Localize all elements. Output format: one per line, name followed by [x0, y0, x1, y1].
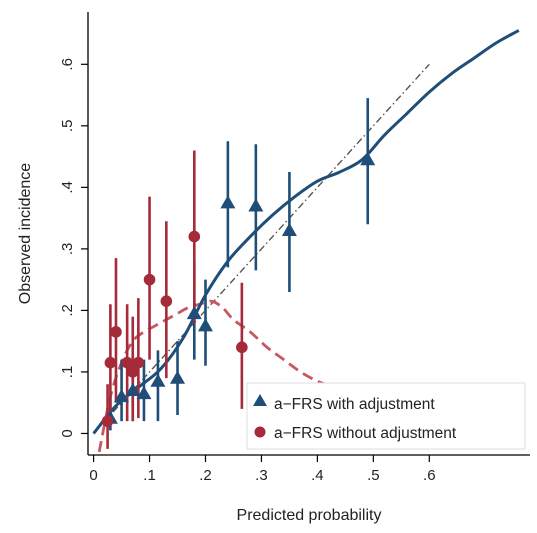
triangle-marker-7	[197, 318, 213, 332]
legend-label-without-adjustment: a−FRS without adjustment	[274, 425, 457, 442]
legend-box	[246, 382, 526, 450]
reference-diagonal-line	[93, 63, 430, 434]
y-tick-label-5: .5	[59, 120, 76, 133]
x-tick-label-0: 0	[89, 467, 97, 484]
smooth-curves	[92, 29, 520, 453]
triangle-marker-4	[150, 373, 166, 387]
triangle-marker-2	[125, 382, 141, 397]
triangle-marker-1	[114, 389, 130, 403]
circle-marker-2	[110, 326, 122, 338]
y-axis-title: Observed incidence	[17, 163, 34, 305]
x-axis-title: Predicted probability	[237, 507, 382, 524]
x-tick-label-5: .5	[367, 467, 380, 484]
legend-triangle-marker	[253, 394, 267, 406]
x-tick-label-2: .2	[199, 467, 212, 484]
circle-marker-6	[143, 273, 156, 286]
axes	[87, 12, 530, 456]
y-tick-label-4: .4	[59, 181, 76, 194]
x-tick-label-4: .4	[311, 467, 324, 484]
y-axis-ticks: 0 .1 .2 .3 .4 .5 .6	[59, 58, 88, 438]
triangle-marker-5	[170, 370, 186, 384]
x-tick-label-1: .1	[143, 467, 156, 484]
circle-marker-9	[236, 341, 248, 354]
legend: a−FRS with adjustment a−FRS without adju…	[246, 382, 526, 450]
x-tick-label-3: .3	[255, 467, 268, 484]
y-tick-label-2: .2	[59, 304, 76, 317]
reference-line-group	[93, 63, 430, 434]
triangle-marker-3	[136, 385, 152, 400]
x-axis-ticks: 0 .1 .2 .3 .4 .5 .6	[89, 455, 436, 484]
y-tick-label-0: 0	[59, 429, 76, 437]
circle-marker-7	[160, 295, 173, 307]
triangle-marker-11	[360, 152, 376, 166]
smooth-curve-with-adjustment	[92, 29, 520, 435]
triangle-marker-9	[248, 198, 264, 212]
legend-circle-marker	[254, 426, 266, 438]
triangle-marker-8	[220, 195, 236, 209]
circle-marker-1	[104, 356, 117, 369]
triangle-marker-6	[186, 305, 202, 320]
y-tick-label-6: .6	[59, 58, 76, 71]
circle-marker-0	[101, 415, 114, 427]
triangle-marker-10	[281, 222, 297, 237]
circle-marker-3	[121, 356, 133, 369]
circle-marker-8	[188, 230, 201, 243]
x-tick-label-6: .6	[423, 467, 436, 484]
data-markers	[101, 152, 376, 427]
legend-label-with-adjustment: a−FRS with adjustment	[274, 396, 435, 413]
circle-marker-5	[132, 356, 145, 369]
y-tick-label-1: .1	[59, 366, 76, 379]
y-tick-label-3: .3	[59, 243, 76, 256]
circle-marker-4	[126, 366, 139, 378]
